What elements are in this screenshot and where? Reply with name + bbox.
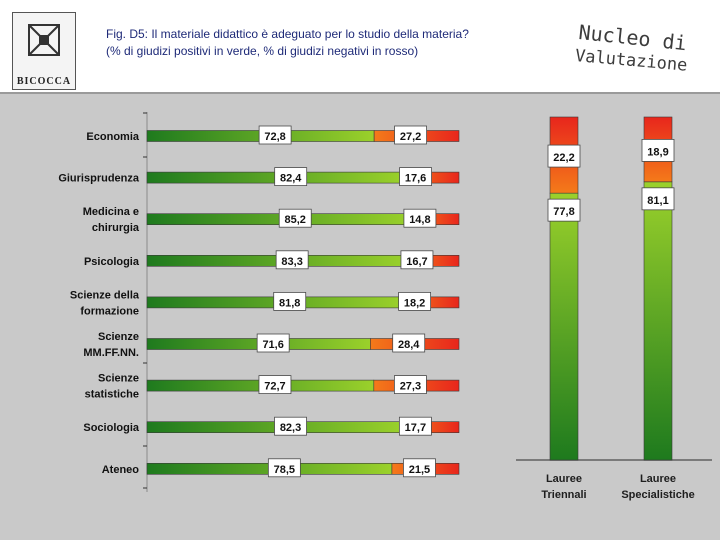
data-label-positive: 82,4	[280, 173, 302, 185]
value-box-negative	[400, 250, 434, 270]
data-label-positive: 78,5	[274, 464, 295, 476]
title-line-2: (% di giudizi positivi in verde, % di gi…	[106, 44, 419, 58]
bar-positive	[643, 181, 673, 461]
value-box-positive	[274, 416, 307, 436]
value-box-negative	[641, 139, 675, 162]
x-category-label: Lauree	[546, 473, 582, 485]
value-box-positive	[547, 198, 581, 222]
category-label: Sociologia	[83, 422, 140, 434]
data-label-positive: 77,8	[553, 206, 574, 218]
data-label-negative: 21,5	[409, 464, 430, 476]
category-label: Scienze	[98, 373, 139, 385]
data-label-negative: 18,9	[647, 146, 668, 158]
data-label-negative: 27,2	[400, 131, 421, 143]
figure-title: Fig. D5: Il materiale didattico è adegua…	[106, 26, 576, 60]
value-box-negative	[392, 333, 426, 353]
category-label: chirurgia	[92, 222, 140, 234]
faculty-bar-chart: Economia 72,8 27,2 Giurisprudenza 82,4 17,6 Me…	[58, 112, 460, 492]
logo-text: BICOCCA	[16, 76, 72, 87]
category-label: Scienze	[98, 331, 139, 343]
data-label-negative: 28,4	[398, 339, 420, 351]
data-label-negative: 17,7	[405, 422, 426, 434]
data-label-positive: 81,8	[279, 297, 300, 309]
title-line-1: Fig. D5: Il materiale didattico è adegua…	[106, 27, 469, 41]
value-box-negative	[403, 458, 436, 478]
value-box-positive	[641, 187, 675, 211]
category-label: Ateneo	[102, 464, 140, 476]
category-label: formazione	[80, 305, 139, 317]
value-box-positive	[274, 167, 308, 187]
value-box-positive	[267, 458, 301, 478]
university-logo: BICOCCA	[12, 12, 76, 90]
category-label: statistiche	[85, 389, 139, 401]
data-label-negative: 16,7	[406, 256, 427, 268]
logo-emblem	[28, 24, 60, 56]
category-label: Psicologia	[84, 256, 140, 268]
category-label: MM.FF.NN.	[83, 347, 139, 359]
value-box-positive	[258, 375, 292, 395]
value-box-negative	[394, 375, 427, 395]
data-label-positive: 72,7	[264, 381, 285, 393]
bar-positive	[549, 192, 579, 461]
data-label-negative: 14,8	[409, 214, 430, 226]
value-box-positive	[256, 333, 290, 353]
value-box-positive	[278, 208, 312, 228]
value-box-positive	[275, 250, 309, 270]
value-box-positive	[258, 125, 292, 145]
data-label-negative: 17,6	[405, 173, 426, 185]
data-label-negative: 22,2	[553, 152, 574, 164]
category-label: Giurisprudenza	[58, 173, 140, 185]
value-box-negative	[394, 125, 427, 145]
category-label: Medicina e	[83, 206, 139, 218]
header-divider	[0, 92, 720, 94]
value-box-negative	[398, 291, 432, 311]
x-category-label: Lauree	[640, 473, 676, 485]
degree-type-bar-chart: 77,8 22,2 Lauree Triennali 81,1 18,9 Lauree Spe…	[516, 116, 712, 501]
data-label-positive: 71,6	[262, 339, 283, 351]
value-box-positive	[273, 291, 307, 311]
header: BICOCCA Fig. D5: Il materiale didattico …	[0, 0, 720, 92]
data-label-negative: 18,2	[404, 297, 425, 309]
category-label: Economia	[86, 131, 139, 143]
value-box-negative	[547, 144, 581, 168]
category-label: Scienze della	[70, 289, 140, 301]
data-label-positive: 83,3	[281, 256, 302, 268]
value-box-negative	[403, 208, 437, 228]
data-label-positive: 81,1	[647, 195, 668, 207]
data-label-positive: 82,3	[280, 422, 301, 434]
data-label-negative: 27,3	[400, 381, 421, 393]
data-label-positive: 85,2	[285, 214, 306, 226]
value-box-negative	[398, 416, 432, 436]
value-box-negative	[399, 167, 432, 187]
data-label-positive: 72,8	[264, 131, 285, 143]
x-category-label: Specialistiche	[621, 489, 694, 501]
x-category-label: Triennali	[541, 489, 586, 501]
